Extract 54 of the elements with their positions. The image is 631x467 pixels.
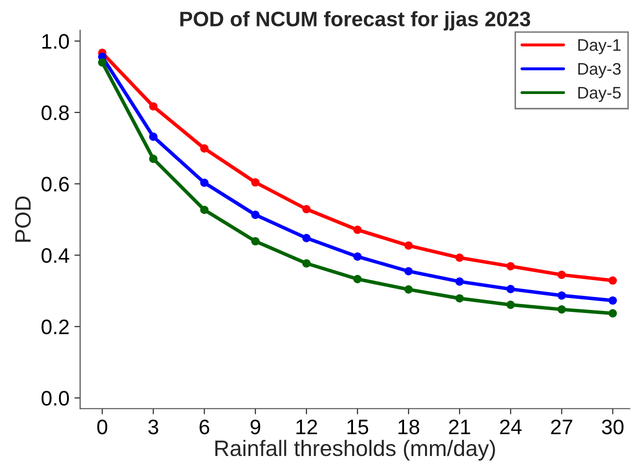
x-tick-label: 24: [500, 420, 522, 434]
x-tick-label: 15: [347, 420, 368, 434]
point: [455, 277, 464, 286]
y-axis-title: POD: [15, 196, 31, 242]
point: [200, 178, 209, 187]
point: [558, 291, 566, 300]
point: [455, 294, 464, 303]
y-tick-label: 0.2: [42, 320, 69, 334]
x-tick-label: 3: [148, 420, 158, 434]
x-tick-label: 18: [398, 420, 420, 434]
point: [251, 237, 260, 246]
point: [302, 234, 311, 242]
point: [98, 58, 106, 67]
point: [608, 296, 617, 305]
y-tick-label: 1.0: [42, 34, 69, 49]
x-tick-label: 0: [97, 420, 108, 434]
point: [506, 300, 515, 309]
x-tick-label: 9: [250, 420, 260, 434]
point: [251, 210, 260, 220]
point: [353, 274, 362, 284]
x-axis-title: Rainfall thresholds (mm/day): [215, 440, 495, 461]
x-tick-label: 27: [551, 420, 572, 434]
legend-label: Day-3: [578, 63, 621, 78]
point: [404, 241, 413, 250]
x-tick-label: 12: [296, 420, 317, 434]
point: [558, 270, 566, 279]
point: [149, 132, 158, 141]
point: [608, 309, 617, 318]
point: [404, 285, 413, 294]
point: [506, 284, 515, 294]
x-tick-label: 30: [602, 420, 624, 434]
legend-label: Day-1: [578, 39, 621, 54]
point: [455, 254, 464, 262]
point: [302, 259, 311, 268]
y-tick-label: 0.0: [42, 390, 69, 406]
y-tick-label: 0.4: [42, 248, 70, 263]
point: [302, 204, 311, 214]
point: [353, 226, 362, 234]
point: [506, 262, 515, 270]
point: [558, 305, 566, 314]
point: [200, 144, 209, 153]
point: [404, 267, 413, 276]
point: [149, 154, 158, 163]
point: [353, 252, 362, 261]
x-tick-label: 21: [449, 420, 470, 434]
legend-label: Day-5: [578, 87, 621, 102]
y-tick-label: 0.8: [42, 105, 69, 120]
point: [200, 206, 209, 214]
point: [149, 102, 158, 111]
x-tick-label: 6: [200, 420, 210, 434]
y-tick-label: 0.6: [42, 176, 69, 192]
chart-title: POD of NCUM forecast for jjas 2023: [180, 11, 530, 31]
point: [608, 276, 617, 285]
point: [251, 178, 260, 187]
